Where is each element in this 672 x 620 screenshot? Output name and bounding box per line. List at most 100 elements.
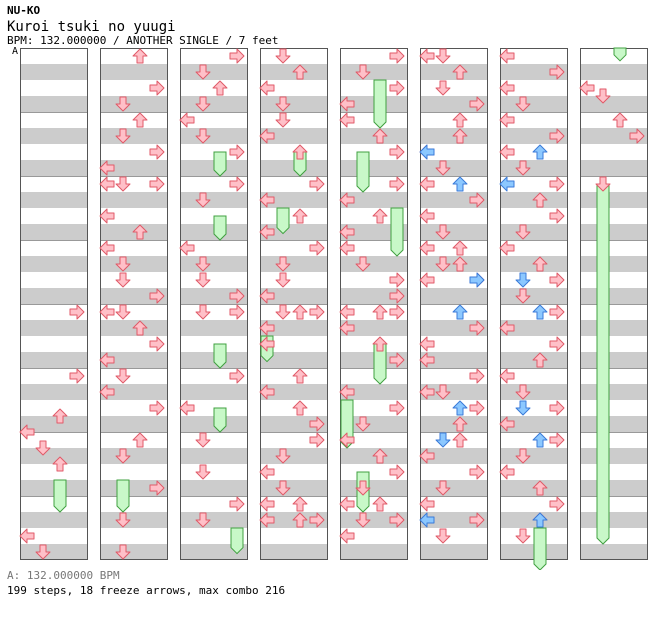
freeze-arrow bbox=[116, 479, 130, 513]
beat-band bbox=[20, 192, 88, 208]
down-arrow bbox=[355, 480, 371, 496]
down-arrow bbox=[275, 48, 291, 64]
down-arrow bbox=[515, 272, 531, 288]
left-arrow bbox=[419, 144, 435, 160]
beat-band bbox=[580, 192, 648, 208]
freeze-arrow bbox=[533, 527, 547, 570]
beat-band bbox=[100, 160, 168, 176]
down-arrow bbox=[595, 88, 611, 104]
right-arrow bbox=[229, 48, 245, 64]
left-arrow bbox=[419, 336, 435, 352]
beat-band bbox=[180, 512, 248, 528]
up-arrow bbox=[372, 304, 388, 320]
up-arrow bbox=[372, 128, 388, 144]
beat-band bbox=[580, 96, 648, 112]
down-arrow bbox=[115, 304, 131, 320]
left-arrow bbox=[419, 512, 435, 528]
left-arrow bbox=[99, 384, 115, 400]
beat-band bbox=[420, 352, 488, 368]
beat-band bbox=[20, 416, 88, 432]
down-arrow bbox=[115, 448, 131, 464]
beat-band bbox=[180, 320, 248, 336]
left-arrow bbox=[19, 424, 35, 440]
down-arrow bbox=[435, 384, 451, 400]
beat-band bbox=[340, 256, 408, 272]
right-arrow bbox=[309, 416, 325, 432]
down-arrow bbox=[115, 176, 131, 192]
up-arrow bbox=[292, 64, 308, 80]
song-title: Kuroi tsuki no yuugi bbox=[7, 19, 176, 35]
left-arrow bbox=[579, 80, 595, 96]
left-arrow bbox=[419, 384, 435, 400]
up-arrow bbox=[452, 240, 468, 256]
up-arrow bbox=[372, 496, 388, 512]
beat-band bbox=[500, 384, 568, 400]
right-arrow bbox=[149, 144, 165, 160]
beat-band bbox=[180, 64, 248, 80]
left-arrow bbox=[179, 400, 195, 416]
down-arrow bbox=[355, 64, 371, 80]
left-arrow bbox=[99, 240, 115, 256]
right-arrow bbox=[389, 512, 405, 528]
right-arrow bbox=[629, 128, 645, 144]
left-arrow bbox=[339, 528, 355, 544]
right-arrow bbox=[549, 400, 565, 416]
right-arrow bbox=[149, 288, 165, 304]
right-arrow bbox=[229, 496, 245, 512]
right-arrow bbox=[389, 304, 405, 320]
left-arrow bbox=[259, 80, 275, 96]
right-arrow bbox=[149, 400, 165, 416]
left-arrow bbox=[259, 128, 275, 144]
beat-band bbox=[340, 64, 408, 80]
down-arrow bbox=[275, 96, 291, 112]
down-arrow bbox=[515, 224, 531, 240]
freeze-arrow bbox=[213, 215, 227, 241]
up-arrow bbox=[532, 304, 548, 320]
beat-band bbox=[340, 480, 408, 496]
down-arrow bbox=[355, 256, 371, 272]
up-arrow bbox=[132, 432, 148, 448]
beat-band bbox=[580, 320, 648, 336]
beat-band bbox=[340, 384, 408, 400]
left-arrow bbox=[339, 240, 355, 256]
left-arrow bbox=[499, 416, 515, 432]
bpm-footer: A: 132.000000 BPM bbox=[7, 569, 120, 582]
up-arrow bbox=[292, 304, 308, 320]
up-arrow bbox=[532, 480, 548, 496]
beat-band bbox=[500, 64, 568, 80]
beat-band bbox=[260, 128, 328, 144]
up-arrow bbox=[132, 112, 148, 128]
up-arrow bbox=[372, 336, 388, 352]
up-arrow bbox=[292, 368, 308, 384]
down-arrow bbox=[435, 80, 451, 96]
beat-band bbox=[20, 160, 88, 176]
down-arrow bbox=[435, 480, 451, 496]
beat-band bbox=[580, 448, 648, 464]
left-arrow bbox=[499, 112, 515, 128]
stats-footer: 199 steps, 18 freeze arrows, max combo 2… bbox=[7, 584, 286, 597]
beat-band bbox=[580, 256, 648, 272]
down-arrow bbox=[275, 256, 291, 272]
right-arrow bbox=[149, 80, 165, 96]
left-arrow bbox=[419, 208, 435, 224]
left-arrow bbox=[339, 192, 355, 208]
up-arrow bbox=[292, 144, 308, 160]
beat-band bbox=[260, 544, 328, 560]
down-arrow bbox=[115, 96, 131, 112]
beat-band bbox=[20, 352, 88, 368]
up-arrow bbox=[532, 352, 548, 368]
up-arrow bbox=[292, 512, 308, 528]
beat-band bbox=[580, 288, 648, 304]
beat-band bbox=[580, 384, 648, 400]
down-arrow bbox=[435, 48, 451, 64]
up-arrow bbox=[452, 64, 468, 80]
down-arrow bbox=[195, 464, 211, 480]
beat-band bbox=[20, 64, 88, 80]
beat-band bbox=[20, 320, 88, 336]
freeze-arrow bbox=[53, 479, 67, 513]
down-arrow bbox=[115, 128, 131, 144]
beat-band bbox=[100, 384, 168, 400]
right-arrow bbox=[389, 272, 405, 288]
freeze-arrow bbox=[213, 407, 227, 433]
left-arrow bbox=[179, 240, 195, 256]
